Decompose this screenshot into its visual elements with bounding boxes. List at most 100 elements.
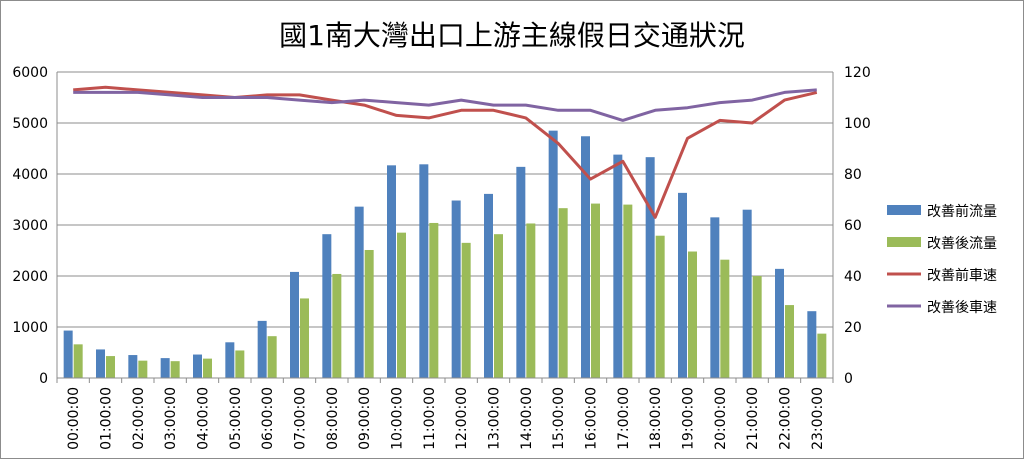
- right-tick-label: 0: [844, 371, 853, 387]
- bar-1-0: [73, 344, 83, 378]
- bar-1-14: [526, 223, 536, 378]
- legend-label-1: 改善後流量: [927, 236, 997, 252]
- bar-0-3: [160, 358, 170, 378]
- bar-0-19: [678, 192, 687, 378]
- bar-0-11: [419, 164, 429, 378]
- gridlines: [57, 71, 833, 328]
- x-tick-label: 00:00:00: [66, 387, 82, 450]
- x-tick-label: 19:00:00: [681, 387, 697, 450]
- legend-swatch-1: [887, 237, 921, 247]
- bar-1-5: [235, 350, 245, 378]
- bars: [63, 130, 827, 378]
- chart-title: 國1南大灣出口上游主線假日交通狀況: [279, 19, 745, 52]
- bar-1-17: [623, 204, 633, 378]
- bar-0-13: [484, 193, 493, 378]
- x-tick-label: 08:00:00: [325, 387, 341, 450]
- x-tick-label: 18:00:00: [648, 387, 664, 450]
- left-tick-label: 2000: [12, 269, 48, 285]
- bar-1-3: [170, 361, 180, 378]
- right-axis-ticks: 0 20 40 60 80 100 120: [844, 65, 871, 387]
- bar-0-22: [775, 268, 784, 378]
- bar-0-15: [548, 130, 558, 378]
- right-tick-label: 120: [844, 65, 871, 81]
- x-tick-label: 14:00:00: [519, 387, 535, 450]
- legend-swatch-0: [887, 205, 921, 215]
- left-tick-label: 1000: [12, 320, 48, 336]
- x-tick-label: 12:00:00: [454, 387, 470, 450]
- right-tick-label: 60: [844, 218, 862, 234]
- bar-1-21: [752, 276, 762, 378]
- bar-1-20: [720, 259, 730, 378]
- bar-1-7: [300, 298, 309, 378]
- bar-1-11: [429, 222, 439, 378]
- bar-0-6: [257, 320, 267, 378]
- bar-0-14: [516, 166, 526, 378]
- bar-0-10: [387, 165, 396, 378]
- bar-1-4: [203, 358, 212, 378]
- x-tick-label: 20:00:00: [713, 387, 729, 450]
- speed-lines: [73, 85, 818, 219]
- x-tick-label: 09:00:00: [357, 387, 373, 450]
- bar-0-23: [807, 311, 817, 378]
- bar-1-9: [364, 249, 374, 378]
- speed-line-0: [73, 85, 818, 219]
- right-tick-label: 20: [844, 320, 862, 336]
- x-tick-label: 01:00:00: [99, 387, 115, 450]
- bar-1-15: [558, 208, 568, 378]
- x-tick-label: 16:00:00: [584, 387, 600, 450]
- bar-0-2: [128, 355, 138, 378]
- bar-1-23: [817, 333, 827, 378]
- legend-label-2: 改善前車速: [927, 267, 997, 284]
- x-tick-label: 17:00:00: [616, 387, 632, 450]
- x-tick-label: 13:00:00: [487, 387, 503, 450]
- bar-0-5: [225, 342, 235, 378]
- bar-0-0: [63, 330, 73, 378]
- bar-0-9: [354, 206, 364, 378]
- left-axis-ticks: 0 1000 2000 3000 4000 5000 6000: [12, 65, 48, 387]
- legend-label-0: 改善前流量: [927, 203, 997, 220]
- legend-label-3: 改善後車速: [927, 299, 997, 316]
- bar-0-16: [581, 136, 590, 378]
- right-tick-label: 40: [844, 269, 862, 285]
- left-tick-label: 3000: [12, 218, 48, 234]
- bar-0-7: [290, 271, 299, 378]
- x-tick-label: 21:00:00: [745, 387, 761, 450]
- bar-1-10: [397, 232, 406, 378]
- x-tick-label: 04:00:00: [196, 387, 212, 450]
- bar-0-8: [322, 234, 332, 378]
- left-tick-label: 5000: [12, 116, 48, 132]
- bar-1-12: [461, 242, 471, 378]
- x-tick-label: 05:00:00: [228, 387, 244, 450]
- bar-1-1: [106, 356, 115, 378]
- left-tick-label: 6000: [12, 65, 48, 81]
- bar-1-16: [591, 203, 600, 378]
- bar-1-8: [332, 273, 342, 378]
- right-tick-label: 100: [844, 116, 871, 132]
- x-tick-label: 11:00:00: [422, 387, 438, 450]
- x-tick-label: 02:00:00: [131, 387, 147, 450]
- bar-0-21: [742, 209, 752, 378]
- speed-line-1: [73, 88, 817, 122]
- bar-1-18: [655, 235, 665, 378]
- bar-0-20: [710, 217, 720, 378]
- axes: [56, 72, 834, 383]
- x-tick-label: 07:00:00: [293, 387, 309, 450]
- right-tick-label: 80: [844, 167, 862, 183]
- x-axis-ticks: 00:00:00 01:00:00 02:00:00 03:00:00 04:00:00…: [66, 387, 826, 450]
- x-tick-label: 15:00:00: [551, 387, 567, 450]
- left-tick-label: 4000: [12, 167, 48, 183]
- x-tick-label: 23:00:00: [810, 387, 826, 450]
- bar-0-4: [193, 354, 202, 378]
- bar-1-22: [785, 305, 794, 378]
- bar-0-1: [96, 349, 105, 378]
- bar-0-18: [645, 157, 655, 378]
- x-tick-label: 03:00:00: [163, 387, 179, 450]
- left-tick-label: 0: [39, 371, 48, 387]
- bar-0-12: [451, 200, 461, 378]
- bar-1-19: [688, 251, 697, 378]
- bar-1-6: [267, 336, 277, 378]
- x-tick-label: 10:00:00: [390, 387, 406, 450]
